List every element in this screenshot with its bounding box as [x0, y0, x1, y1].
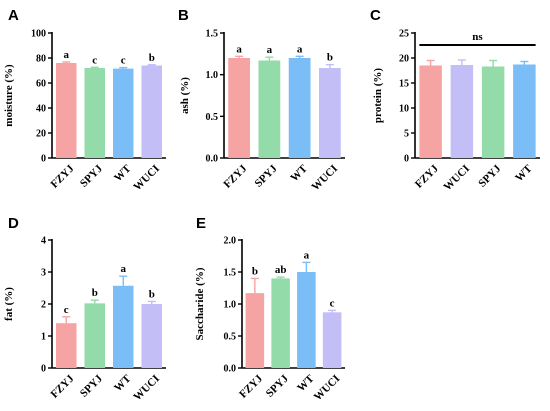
significance-letter: b [149, 288, 155, 300]
x-tick-label: SPYJ [78, 162, 105, 189]
y-tick-label: 0.0 [206, 154, 219, 165]
bar-wt [297, 272, 316, 368]
x-tick-label: WUCI [312, 373, 343, 404]
bar-fzyj [55, 63, 77, 158]
y-tick-label: 1 [41, 332, 46, 343]
y-axis-label: fat (%) [3, 287, 15, 321]
y-tick-label: 1.0 [224, 300, 237, 311]
bar-spyj [84, 68, 106, 158]
y-tick-label: 4 [41, 236, 46, 247]
panel-letter: A [8, 7, 19, 24]
significance-letter: c [330, 297, 335, 309]
x-tick-label: SPYJ [264, 372, 291, 399]
panel-letter: B [178, 7, 189, 24]
y-tick-label: 100 [31, 29, 46, 40]
panel-letter: E [196, 215, 206, 232]
significance-letter: b [252, 265, 258, 277]
x-tick-label: FZYJ [49, 372, 77, 400]
significance-letter: a [267, 44, 273, 56]
x-tick-label: WT [288, 162, 310, 184]
y-tick-label: 0.5 [224, 332, 237, 343]
y-tick-label: 0.5 [206, 112, 219, 123]
y-tick-label: 0.0 [224, 364, 237, 375]
bar-wt [513, 64, 536, 158]
x-tick-label: WUCI [131, 163, 162, 194]
x-tick-label: FZYJ [221, 162, 249, 190]
x-tick-label: FZYJ [49, 162, 77, 190]
significance-letter: b [327, 52, 333, 64]
x-tick-label: WUCI [131, 373, 162, 404]
significance-letter: a [297, 43, 303, 55]
x-tick-label: SPYJ [78, 372, 105, 399]
bar-wuci [141, 304, 163, 368]
x-tick-label: WUCI [442, 163, 473, 194]
x-tick-label: WUCI [310, 163, 341, 194]
y-tick-label: 1.0 [206, 70, 219, 81]
y-tick-label: 60 [36, 79, 46, 90]
y-tick-label: 1.5 [224, 268, 237, 279]
y-axis-label: moisture (%) [3, 64, 15, 127]
significance-letter: c [121, 55, 126, 67]
y-tick-label: 80 [36, 54, 46, 65]
significance-letter: c [64, 304, 69, 316]
significance-letter: c [92, 54, 97, 66]
y-axis-label: Saccharide (%) [194, 267, 206, 340]
bar-fzyj [55, 323, 77, 368]
y-axis-label: ash (%) [179, 77, 191, 114]
y-tick-label: 25 [399, 29, 409, 40]
bar-spyj [271, 278, 290, 368]
y-tick-label: 10 [399, 104, 409, 115]
ns-label: ns [472, 31, 483, 43]
panel-E: E Saccharide (%) 0.0 0.5 1.0 1.5 2.0 b FZYJ ab SPY… [194, 215, 345, 403]
y-tick-label: 5 [404, 129, 409, 140]
bar-wuci [450, 65, 474, 158]
bar-fzyj [245, 293, 265, 368]
bar-fzyj [228, 58, 251, 158]
bar-spyj [258, 60, 281, 158]
y-axis-label: protein (%) [372, 68, 384, 123]
x-tick-label: WT [513, 162, 535, 184]
y-tick-label: 0 [41, 154, 46, 165]
significance-letter: ab [275, 264, 287, 276]
y-tick-label: 2.0 [224, 236, 237, 247]
significance-letter: b [92, 287, 98, 299]
x-tick-label: FZYJ [413, 162, 441, 190]
panel-letter: D [8, 215, 19, 232]
bar-wt [112, 68, 134, 158]
x-tick-label: SPYJ [253, 162, 280, 189]
y-tick-label: 20 [36, 129, 46, 140]
bar-wt [288, 58, 311, 158]
x-tick-label: WT [112, 372, 134, 394]
y-tick-label: 15 [399, 79, 409, 90]
y-tick-label: 20 [399, 54, 409, 65]
x-tick-label: WT [295, 372, 317, 394]
y-tick-label: 2 [41, 300, 46, 311]
x-tick-label: FZYJ [237, 372, 265, 400]
significance-letter: a [304, 249, 310, 261]
y-tick-label: 40 [36, 104, 46, 115]
panel-letter: C [370, 7, 381, 24]
bar-spyj [84, 303, 106, 368]
x-tick-label: WT [112, 162, 134, 184]
bar-wt [112, 285, 134, 368]
y-tick-label: 0 [404, 154, 409, 165]
significance-letter: a [236, 43, 242, 55]
bar-wuci [322, 312, 342, 368]
significance-letter: a [64, 49, 70, 61]
bar-wuci [318, 68, 341, 158]
y-tick-label: 0 [41, 364, 46, 375]
significance-letter: b [149, 52, 155, 64]
significance-letter: a [121, 263, 127, 275]
bar-wuci [141, 65, 163, 158]
y-tick-label: 1.5 [206, 29, 219, 40]
y-tick-label: 3 [41, 268, 46, 279]
bar-fzyj [419, 65, 442, 158]
x-tick-label: SPYJ [476, 162, 503, 189]
bar-spyj [481, 66, 505, 158]
